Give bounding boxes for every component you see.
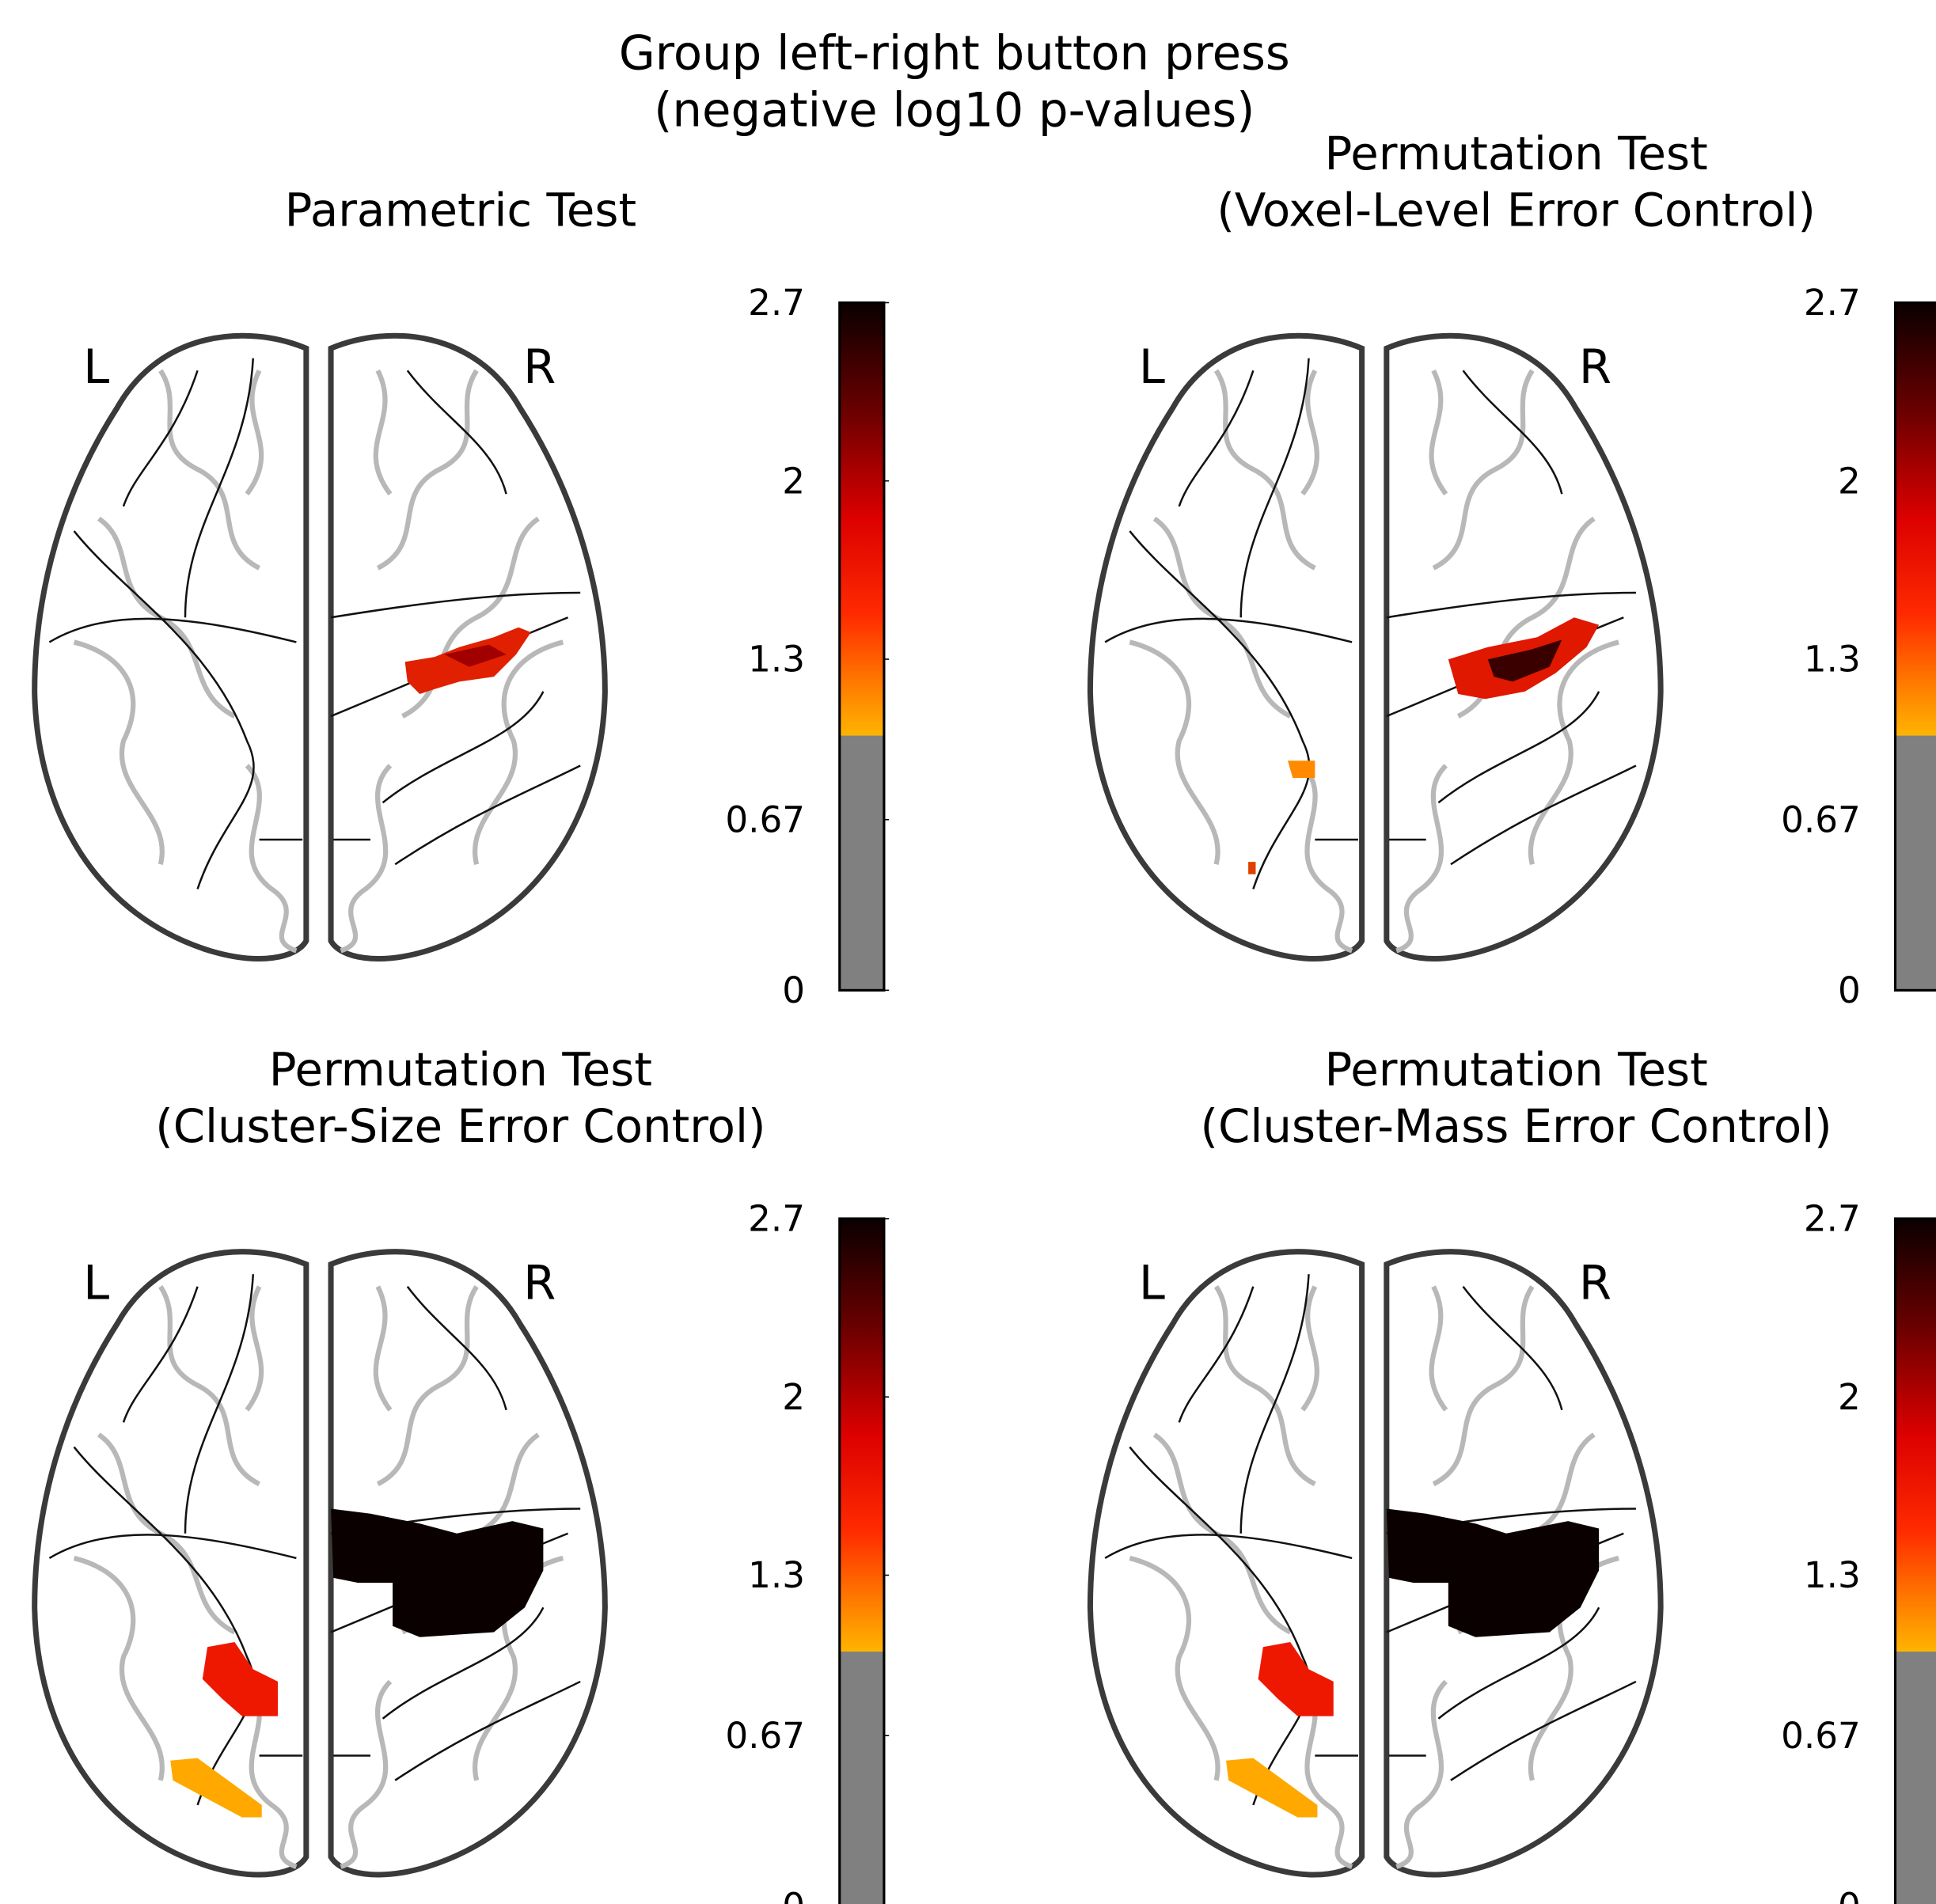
colorbar-gradient bbox=[1896, 1219, 1936, 1652]
y-tick-label: 2 bbox=[782, 460, 805, 502]
hemisphere-label: R bbox=[523, 1255, 556, 1310]
panel-title: Parametric Test bbox=[285, 184, 636, 237]
y-tick-label: 1.3 bbox=[1804, 1554, 1861, 1596]
hemisphere-label: L bbox=[83, 1255, 109, 1310]
hemisphere-label: L bbox=[83, 339, 109, 394]
figure-title: Group left-right button press bbox=[619, 26, 1290, 81]
hemisphere-label: R bbox=[523, 339, 556, 394]
figure-title: (negative log10 p-values) bbox=[654, 82, 1255, 137]
figure: Group left-right button press (negative … bbox=[0, 0, 1936, 1904]
colorbar-threshold bbox=[840, 1652, 884, 1904]
y-tick-label: 0.67 bbox=[1781, 1715, 1861, 1757]
y-tick-label: 0 bbox=[1838, 1885, 1861, 1904]
y-tick-label: 2 bbox=[782, 1376, 805, 1418]
colorbar-gradient bbox=[840, 1219, 884, 1652]
activation bbox=[1248, 862, 1255, 874]
colorbar-gradient bbox=[1896, 302, 1936, 735]
y-tick-label: 2.7 bbox=[1804, 1198, 1861, 1240]
y-tick-label: 1.3 bbox=[748, 1554, 805, 1596]
panel-title: (Cluster-Mass Error Control) bbox=[1201, 1099, 1832, 1153]
panel-title: Permutation Test bbox=[269, 1042, 652, 1096]
y-tick-label: 2.7 bbox=[748, 1198, 805, 1240]
colorbar-threshold bbox=[1896, 1652, 1936, 1904]
colorbar-threshold bbox=[1896, 736, 1936, 991]
y-tick-label: 1.3 bbox=[748, 639, 805, 681]
panel-title: Permutation Test bbox=[1325, 1042, 1708, 1096]
hemisphere-label: L bbox=[1139, 1255, 1165, 1310]
y-tick-label: 0 bbox=[1838, 969, 1861, 1011]
y-tick-label: 0.67 bbox=[725, 1715, 805, 1757]
colorbar-threshold bbox=[840, 736, 884, 991]
hemisphere-label: R bbox=[1579, 339, 1611, 394]
panel: Permutation Test(Cluster-Mass Error Cont… bbox=[1090, 1042, 1936, 1904]
y-tick-label: 0 bbox=[782, 1885, 805, 1904]
panel: Permutation Test(Cluster-Size Error Cont… bbox=[35, 1042, 889, 1904]
panel: Permutation Test(Voxel-Level Error Contr… bbox=[1090, 127, 1936, 1011]
y-tick-label: 2 bbox=[1838, 1376, 1861, 1418]
y-tick-label: 0.67 bbox=[1781, 798, 1861, 840]
panel-title: Permutation Test bbox=[1325, 127, 1708, 180]
y-tick-label: 2 bbox=[1838, 460, 1861, 502]
hemisphere-label: L bbox=[1139, 339, 1165, 394]
y-tick-label: 0.67 bbox=[725, 798, 805, 840]
panel: Parametric Test L R 0 0.67 1.3 2 2.7 bbox=[35, 184, 889, 1011]
y-tick-label: 2.7 bbox=[1804, 282, 1861, 324]
panel-title: (Cluster-Size Error Control) bbox=[155, 1099, 765, 1153]
y-tick-label: 1.3 bbox=[1804, 639, 1861, 681]
panel-title: (Voxel-Level Error Control) bbox=[1217, 184, 1816, 237]
colorbar-gradient bbox=[840, 302, 884, 735]
y-tick-label: 0 bbox=[782, 969, 805, 1011]
y-tick-label: 2.7 bbox=[748, 282, 805, 324]
hemisphere-label: R bbox=[1579, 1255, 1611, 1310]
